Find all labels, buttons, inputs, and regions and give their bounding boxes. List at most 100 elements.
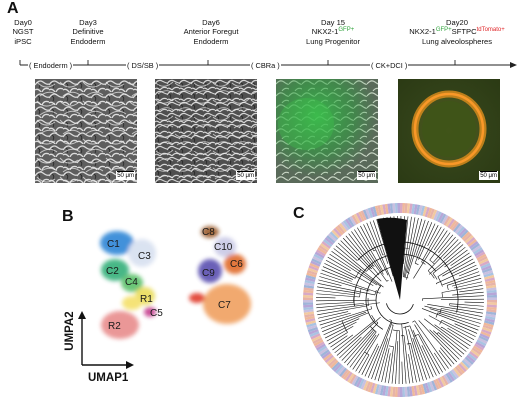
ring-segment xyxy=(353,213,361,224)
ring-segment xyxy=(304,313,315,318)
tree-branch xyxy=(428,315,475,341)
tree-branch xyxy=(442,271,480,286)
ring-segment xyxy=(353,376,361,387)
tree-branch xyxy=(438,234,454,253)
ring-segment xyxy=(387,386,391,397)
tree-arc xyxy=(373,249,376,252)
ring-segment xyxy=(486,287,497,291)
ring-segment xyxy=(485,311,497,316)
ring-segment xyxy=(431,380,438,391)
ring-segment xyxy=(475,341,486,349)
ring-segment xyxy=(424,206,430,218)
tree-arc xyxy=(370,305,372,309)
stage-day15-marker: NKX2-1GFP+ xyxy=(290,27,376,36)
ring-segment xyxy=(456,364,465,374)
ring-segment xyxy=(389,386,394,397)
blob-c6 xyxy=(224,254,246,274)
tree-branch xyxy=(412,329,434,378)
ring-segment xyxy=(377,205,382,216)
ring-segment xyxy=(312,255,323,263)
ring-segment xyxy=(464,356,474,365)
tree-branch xyxy=(395,341,399,384)
ring-segment xyxy=(470,349,480,358)
ring-segment xyxy=(372,206,378,217)
tree-branch xyxy=(453,281,483,289)
tree-branch xyxy=(318,279,342,286)
tree-branch xyxy=(349,331,377,368)
micrograph-day6: 50 μm xyxy=(155,79,257,183)
tree-arc xyxy=(432,273,438,280)
tree-branch xyxy=(360,225,375,252)
ring-segment xyxy=(483,322,494,328)
ring-segment xyxy=(321,351,331,360)
ring-segment xyxy=(477,337,488,345)
stage-day15: Day 15 NKX2-1GFP+ Lung Progenitor xyxy=(290,18,376,46)
ring-segment xyxy=(306,324,318,330)
ring-segment xyxy=(418,384,423,395)
ring-segment xyxy=(321,240,331,249)
ring-segment xyxy=(466,237,476,246)
scale-bar-4-text: 50 μm xyxy=(480,173,497,179)
ring-segment xyxy=(409,203,413,214)
tree-arc xyxy=(388,345,394,347)
ring-segment xyxy=(392,386,396,397)
ring-segment xyxy=(304,282,315,287)
tree-branch xyxy=(371,322,393,380)
ring-segment xyxy=(303,304,314,308)
tree-branch xyxy=(391,330,398,384)
tree-branch xyxy=(384,353,391,383)
tree-branch xyxy=(438,350,452,367)
ring-segment xyxy=(474,343,484,351)
ring-segment xyxy=(351,214,359,225)
tree-branch xyxy=(335,245,367,272)
tree-branch xyxy=(374,338,389,381)
tree-branch xyxy=(408,329,424,381)
cluster-label-c6: C6 xyxy=(230,259,243,270)
stage-day20-day: Day20 xyxy=(446,18,468,27)
ring-segment xyxy=(486,297,497,300)
ring-segment xyxy=(415,204,421,215)
tdtomato-sup: tdTomato+ xyxy=(476,27,505,34)
ring-segment xyxy=(484,277,495,282)
ring-segment xyxy=(433,379,440,390)
tree-branch xyxy=(451,278,482,287)
ring-segment xyxy=(449,220,458,230)
ring-segment xyxy=(483,272,494,278)
tree-branch xyxy=(434,352,446,371)
ring-segment xyxy=(329,359,339,369)
ring-segment xyxy=(484,320,495,326)
ring-segment xyxy=(351,375,359,386)
ring-segment xyxy=(400,386,403,397)
ring-segment xyxy=(467,238,477,248)
ring-segment xyxy=(418,205,423,216)
tree-branch xyxy=(325,259,374,286)
stage-day20: Day20 NKX2-1GFP+SFTPCtdTomato+ Lung alve… xyxy=(394,18,520,46)
tree-arc xyxy=(403,325,410,328)
ring-segment xyxy=(326,235,336,244)
tree-branch xyxy=(418,320,458,363)
tree-branch xyxy=(447,327,473,344)
tree-branch xyxy=(421,308,479,331)
scale-bar-1: 50 μm xyxy=(116,171,135,180)
umap-x-label: UMAP1 xyxy=(88,372,129,384)
tree-branch xyxy=(323,318,360,336)
ring-segment xyxy=(384,385,389,397)
ring-segment xyxy=(342,370,351,380)
ring-segment xyxy=(340,369,349,379)
tree-branch xyxy=(432,246,466,274)
tree-branch xyxy=(339,336,362,359)
ring-segment xyxy=(382,204,387,215)
tree-arc xyxy=(412,320,415,323)
ring-segment xyxy=(394,386,398,397)
ring-segment xyxy=(309,262,320,269)
ring-segment xyxy=(479,333,490,340)
tree-arc xyxy=(413,334,419,337)
ring-segment xyxy=(485,284,497,289)
ring-segment xyxy=(429,381,435,392)
ring-segment xyxy=(327,358,337,367)
scale-bar-2: 50 μm xyxy=(236,171,255,180)
ring-segment xyxy=(486,289,497,294)
tree-branch xyxy=(381,348,390,383)
tree-branch xyxy=(351,231,388,282)
ring-segment xyxy=(471,347,482,355)
